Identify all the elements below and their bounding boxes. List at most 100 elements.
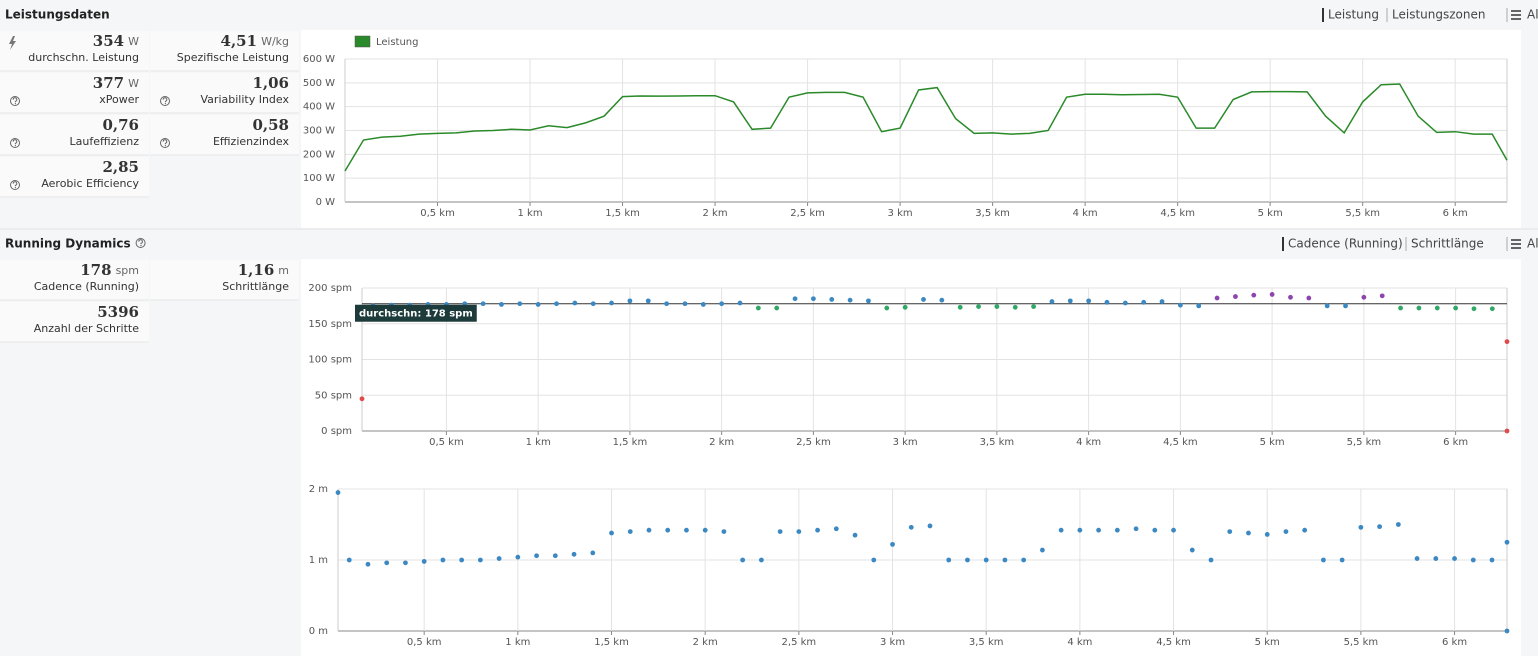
y-tick-label: 0 spm <box>321 426 352 437</box>
x-tick-label: 6 km <box>1442 637 1467 648</box>
data-point <box>1452 556 1457 561</box>
data-point <box>1306 295 1312 301</box>
stat-value-line: 5396 <box>97 303 139 321</box>
data-point <box>1214 295 1220 301</box>
stat-label: Anzahl der Schritte <box>34 322 140 335</box>
x-tick-label: 0,5 km <box>429 437 464 448</box>
info-icon <box>160 96 170 106</box>
data-point <box>552 553 558 559</box>
data-point <box>335 490 341 495</box>
stat-unit: W <box>128 35 139 48</box>
info-icon <box>10 138 20 148</box>
y-tick-label: 0 m <box>309 626 328 637</box>
data-point <box>700 302 706 307</box>
stat-cell <box>150 260 299 300</box>
data-point <box>796 529 802 534</box>
info-icon <box>12 139 18 145</box>
data-point <box>1453 305 1459 311</box>
tab-link[interactable]: Alle <box>1527 237 1538 251</box>
data-point <box>590 550 596 556</box>
info-icon <box>14 103 16 105</box>
x-tick-label: 0,5 km <box>407 637 442 648</box>
x-tick-label: 5 km <box>1255 637 1280 648</box>
data-point <box>1141 299 1147 305</box>
y-tick-label: 600 W <box>303 54 335 65</box>
data-point <box>902 304 908 310</box>
info-icon <box>164 145 166 147</box>
tab-link[interactable]: Leistung <box>1328 8 1379 22</box>
x-tick-label: 3 km <box>893 437 918 448</box>
data-point <box>535 302 541 307</box>
data-point <box>609 530 614 536</box>
data-point <box>1104 299 1110 305</box>
data-point <box>384 560 390 566</box>
data-point <box>1504 628 1510 634</box>
y-tick-label: 200 W <box>303 149 335 160</box>
data-point <box>346 557 352 563</box>
x-tick-label: 1,5 km <box>594 637 629 648</box>
x-tick-label: 0,5 km <box>420 208 455 219</box>
stat-cell <box>0 260 149 300</box>
data-point <box>627 298 633 304</box>
data-point <box>1414 556 1420 561</box>
data-point <box>946 557 952 563</box>
data-point <box>1031 304 1036 309</box>
y-tick-label: 100 spm <box>308 355 352 366</box>
data-point <box>1288 294 1293 300</box>
data-point <box>792 296 798 302</box>
y-tick-label: 500 W <box>303 78 335 89</box>
data-point <box>1246 530 1251 536</box>
x-tick-label: 4,5 km <box>1163 437 1198 448</box>
x-tick-label: 1 km <box>505 637 530 648</box>
section-title: Running Dynamics <box>5 237 131 251</box>
y-tick-label: 1 m <box>309 555 328 566</box>
stat-cell <box>0 115 149 155</box>
data-point <box>1049 299 1055 304</box>
data-point <box>965 557 970 563</box>
data-point <box>1379 293 1385 299</box>
data-point <box>1122 300 1128 306</box>
data-point <box>1504 539 1510 545</box>
data-point <box>1039 547 1045 553</box>
data-point <box>1377 524 1383 530</box>
data-point <box>1096 527 1101 533</box>
x-tick-label: 1,5 km <box>613 437 648 448</box>
x-tick-label: 2 km <box>709 437 734 448</box>
data-point <box>496 556 502 561</box>
data-point <box>1208 557 1214 563</box>
y-tick-label: 0 W <box>316 197 336 208</box>
data-point <box>1233 294 1238 299</box>
info-icon <box>140 245 142 247</box>
tab-link[interactable]: Schrittlänge <box>1411 237 1484 251</box>
stat-label: Variability Index <box>201 93 290 106</box>
info-icon <box>164 103 166 105</box>
stat-value: 2,85 <box>102 158 139 176</box>
data-point <box>477 557 483 563</box>
tab-link[interactable]: Leistungszonen <box>1392 8 1485 22</box>
data-point <box>1086 298 1092 304</box>
stat-label: Aerobic Efficiency <box>41 177 139 190</box>
data-point <box>1002 557 1008 563</box>
data-point <box>365 561 371 567</box>
data-point <box>1189 547 1195 553</box>
data-point <box>517 301 523 307</box>
data-point <box>645 298 651 304</box>
data-point <box>499 302 504 307</box>
legend-swatch <box>354 35 371 48</box>
y-tick-label: 100 W <box>303 173 335 184</box>
x-tick-label: 4,5 km <box>1156 637 1191 648</box>
x-tick-label: 3 km <box>888 208 913 219</box>
stat-value: 377 <box>93 74 124 92</box>
data-point <box>1504 428 1510 434</box>
stat-value-line: 354 W <box>93 32 139 50</box>
data-point <box>590 301 596 307</box>
data-point <box>1269 292 1275 297</box>
x-tick-label: 5 km <box>1258 208 1283 219</box>
tab-link[interactable]: Alle <box>1527 8 1538 22</box>
data-point <box>921 297 926 302</box>
stat-label: durchschn. Leistung <box>28 51 139 64</box>
section-title: Leistungsdaten <box>5 8 110 22</box>
y-tick-label: 2 m <box>309 484 328 495</box>
tab-link[interactable]: Cadence (Running) <box>1288 237 1403 251</box>
x-tick-label: 1 km <box>517 208 542 219</box>
